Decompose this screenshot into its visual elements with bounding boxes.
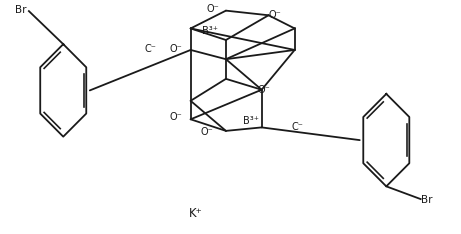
Text: K⁺: K⁺ bbox=[189, 207, 203, 220]
Text: O⁻: O⁻ bbox=[169, 113, 182, 122]
Text: C⁻: C⁻ bbox=[144, 44, 156, 54]
Text: O⁻: O⁻ bbox=[269, 10, 281, 20]
Text: B³⁺: B³⁺ bbox=[243, 116, 259, 126]
Text: O⁻: O⁻ bbox=[207, 4, 219, 14]
Text: O⁻: O⁻ bbox=[257, 85, 270, 95]
Text: B³⁺: B³⁺ bbox=[202, 26, 218, 37]
Text: O⁻: O⁻ bbox=[200, 127, 213, 137]
Text: Br: Br bbox=[421, 195, 432, 205]
Text: C⁻: C⁻ bbox=[292, 122, 304, 132]
Text: O⁻: O⁻ bbox=[169, 44, 182, 54]
Text: Br: Br bbox=[15, 5, 26, 15]
